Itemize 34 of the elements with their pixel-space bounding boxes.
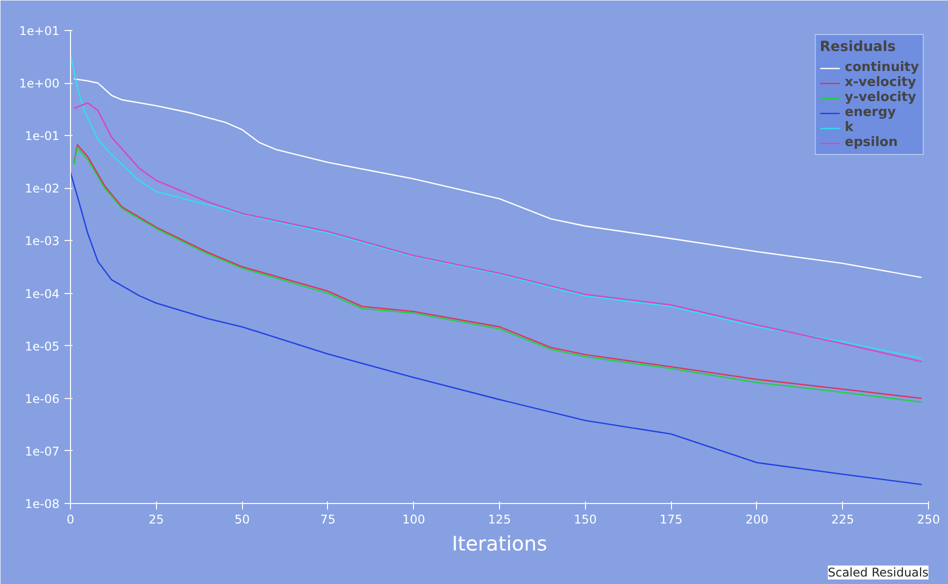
legend-title: Residuals [820,39,897,55]
legend-label: x-velocity [844,75,916,90]
y-tick-label: 1e-01 [24,129,60,144]
x-axis-title: Iterations [452,532,548,556]
x-tick-label: 175 [660,512,683,526]
y-tick-label: 1e-07 [24,444,60,458]
y-tick-label: 1e+01 [19,24,60,38]
y-tick-label: 1e-08 [24,497,60,511]
y-tick-label: 1e-05 [24,339,60,354]
text: Scaled Residuals [828,566,929,580]
y-tick-label: 1e-03 [24,234,60,248]
y-tick-label: 1e-06 [24,392,60,406]
x-tick-label: 25 [148,512,164,526]
legend-label: y-velocity [844,90,916,105]
x-tick-label: 100 [402,512,426,526]
legend-label: energy [844,105,896,120]
line-series [70,172,922,486]
x-tick-label: 50 [234,512,250,526]
x-tick-label: 225 [831,512,854,526]
line-series [70,54,922,359]
x-tick-label: 200 [745,512,768,526]
legend-label: continuity [844,60,919,75]
y-tick-label: 1e-02 [24,182,60,196]
line-series [73,78,922,278]
x-tick-label: 0 [66,512,74,526]
line-series [73,102,922,362]
x-tick-label: 150 [574,512,597,526]
x-tick-label: 250 [917,512,940,526]
x-tick-label: 75 [320,512,336,526]
y-tick-label: 1e+00 [19,76,60,91]
x-tick-label: 125 [488,512,511,526]
y-tick-label: 1e-04 [24,286,60,301]
legend-label: k [844,120,854,135]
legend-label: epsilon [844,135,898,150]
